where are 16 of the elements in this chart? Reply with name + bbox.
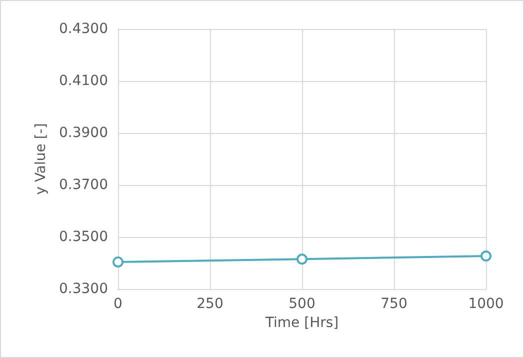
x-tick-label: 250 [196, 296, 224, 312]
point [112, 256, 124, 268]
y-tick-label: 0.3300 [59, 281, 108, 297]
y-tick-label: 0.3500 [59, 229, 108, 245]
x-tick-label: 750 [380, 296, 408, 312]
point [480, 250, 492, 262]
point [296, 254, 308, 265]
x-tick-label: 0 [114, 296, 122, 312]
y-tick-label: 0.3700 [59, 177, 108, 193]
x-tick-label: 1000 [468, 296, 504, 312]
y-tick-label: 0.4300 [59, 21, 108, 37]
y-axis-title: y Value [-] [33, 123, 50, 195]
x-tick-label: 500 [288, 296, 316, 312]
x-axis-title: Time [Hrs] [264, 314, 339, 331]
y-tick-label: 0.3900 [59, 125, 108, 141]
y-tick-label: 0.4100 [59, 73, 108, 89]
